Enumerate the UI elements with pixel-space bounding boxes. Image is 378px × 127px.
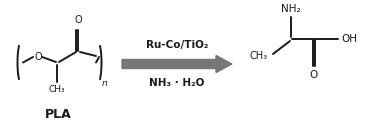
- FancyArrow shape: [122, 55, 232, 73]
- Text: O: O: [74, 15, 82, 25]
- Text: NH₂: NH₂: [281, 4, 301, 14]
- Text: PLA: PLA: [45, 108, 71, 122]
- Text: CH₃: CH₃: [250, 51, 268, 61]
- Text: OH: OH: [341, 34, 357, 44]
- Text: Ru-Co/TiO₂: Ru-Co/TiO₂: [146, 40, 208, 50]
- Text: NH₃ · H₂O: NH₃ · H₂O: [149, 78, 205, 88]
- Text: O: O: [34, 52, 42, 62]
- Text: n: n: [102, 78, 108, 88]
- Text: CH₃: CH₃: [49, 85, 65, 94]
- Text: O: O: [309, 70, 317, 80]
